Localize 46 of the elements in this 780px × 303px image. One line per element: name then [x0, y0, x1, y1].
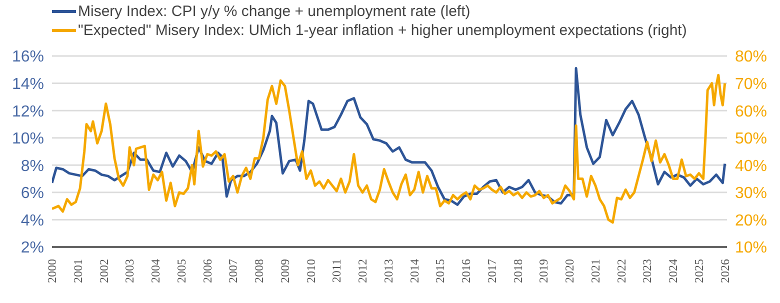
- x-tick-label: 2000: [45, 259, 59, 283]
- x-tick-label: 2025: [692, 259, 706, 283]
- x-tick-label: 2003: [122, 259, 137, 283]
- x-tick-label: 2023: [640, 259, 654, 283]
- x-tick-label: 2021: [588, 259, 602, 283]
- y-tick-label: 6%: [20, 185, 44, 202]
- x-tick-label: 2024: [666, 259, 680, 283]
- x-tick-label: 2020: [562, 259, 577, 283]
- x-tick-label: 2026: [718, 259, 732, 283]
- y-tick-label: 2%: [20, 240, 44, 257]
- x-tick-label: 2019: [536, 259, 551, 283]
- y-tick-label: 14%: [12, 76, 44, 93]
- x-tick-label: 2010: [304, 259, 318, 283]
- y2-tick-label: 70%: [735, 76, 768, 93]
- y2-tick-label: 40%: [735, 158, 768, 175]
- y2-tick-label: 10%: [735, 240, 768, 257]
- line-series: [52, 74, 726, 224]
- y-tick-label: 10%: [12, 130, 44, 148]
- x-tick-label: 2009: [278, 259, 292, 283]
- x-tick-label: 2018: [510, 259, 525, 283]
- legend-label: "Expected" Misery Index: UMich 1-year inflation + higher unemployment expectations (right): [78, 21, 687, 40]
- x-tick-label: 2005: [174, 259, 188, 283]
- y2-tick-label: 50%: [735, 130, 768, 148]
- y2-tick-label: 60%: [735, 103, 768, 120]
- x-tick-label: 2006: [200, 259, 214, 283]
- y2-tick-label: 20%: [735, 212, 768, 230]
- x-tick-label: 2015: [433, 259, 448, 283]
- x-tick-label: 2013: [381, 259, 396, 283]
- x-tick-label: 2007: [226, 259, 240, 283]
- x-tick-label: 2016: [459, 259, 474, 283]
- x-tick-label: 2012: [356, 259, 370, 283]
- y-tick-label: 8%: [20, 158, 44, 175]
- x-tick-label: 2014: [407, 259, 422, 283]
- x-tick-label: 2022: [614, 259, 628, 283]
- x-tick-label: 2008: [252, 259, 266, 283]
- x-tick-label: 2017: [484, 259, 499, 283]
- y-tick-label: 4%: [20, 212, 44, 230]
- y2-tick-label: 30%: [735, 185, 768, 202]
- x-tick-label: 2001: [70, 259, 85, 283]
- x-tick-label: 2002: [96, 259, 111, 283]
- x-tick-label: 2004: [148, 259, 163, 283]
- legend-label: Misery Index: CPI y/y % change + unemployment rate (left): [78, 2, 470, 21]
- x-tick-label: 2011: [330, 259, 344, 283]
- y2-tick-label: 80%: [735, 48, 768, 66]
- y-tick-label: 12%: [12, 103, 44, 120]
- y-tick-label: 16%: [12, 48, 44, 66]
